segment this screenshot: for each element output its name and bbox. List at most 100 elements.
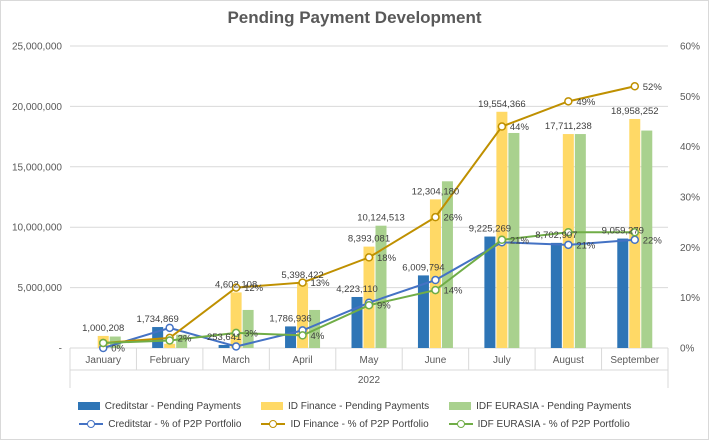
- y-right-tick-label: 50%: [680, 92, 700, 103]
- line-point: [364, 300, 374, 310]
- bar-data-label: 1,786,936: [269, 313, 311, 324]
- y-right-tick-label: 20%: [680, 243, 700, 254]
- bar-data-label: 8,393,081: [348, 234, 390, 245]
- bar: [375, 225, 387, 348]
- line-point: [564, 227, 573, 237]
- line-data-label: 26%: [443, 213, 463, 224]
- legend-line-swatch: [261, 419, 286, 429]
- bar-data-label: 17,711,238: [545, 121, 592, 132]
- legend-row: Creditstar - Pending Payments ID Finance …: [0, 397, 709, 415]
- y-left-tick-label: 25,000,000: [12, 42, 62, 53]
- bar: [617, 238, 629, 348]
- x-tick-label: May: [360, 355, 379, 366]
- bar: [164, 343, 176, 348]
- bar: [496, 111, 508, 348]
- x-tick-label: September: [610, 355, 660, 366]
- line-point: [298, 278, 307, 287]
- legend-item: IDF EURASIA - Pending Payments: [449, 401, 631, 412]
- bar: [363, 246, 375, 348]
- line-point: [431, 212, 440, 222]
- bar-data-label: 1,734,869: [137, 314, 179, 325]
- chart-title: Pending Payment Development: [227, 8, 482, 27]
- bar: [230, 292, 242, 348]
- y-left-tick-label: 20,000,000: [12, 102, 62, 113]
- legend-row: Creditstar - % of P2P Portfolio ID Financ…: [0, 415, 709, 433]
- line-point: [564, 97, 573, 106]
- line-point: [231, 328, 241, 338]
- line-point: [497, 122, 507, 131]
- y-right-tick-label: 30%: [680, 193, 700, 204]
- line-point: [231, 283, 241, 292]
- legend-label: IDF EURASIA - Pending Payments: [476, 400, 632, 412]
- line-point: [165, 323, 174, 333]
- x-tick-label: February: [150, 355, 190, 366]
- line-data-label: 14%: [443, 286, 463, 297]
- line-point: [564, 240, 573, 250]
- line-point: [497, 235, 507, 245]
- bar: [176, 334, 188, 348]
- line-data-label: 49%: [576, 97, 596, 108]
- bar: [351, 296, 363, 348]
- line-data-label: 2%: [178, 333, 192, 344]
- legend-label: ID Finance - Pending Payments: [287, 400, 430, 412]
- bar-data-label: 19,554,366: [478, 99, 526, 110]
- line-data-label: 13%: [311, 278, 331, 289]
- legend-item: ID Finance - Pending Payments: [260, 400, 430, 412]
- legend-label: IDF EURASIA - % of P2P Portfolio: [477, 418, 630, 430]
- y-left-tick-label: 15,000,000: [12, 162, 62, 173]
- line-data-label: 4%: [311, 331, 325, 342]
- legend-label: Creditstar - % of P2P Portfolio: [108, 418, 242, 430]
- bar-data-label: 253,641: [207, 332, 241, 343]
- y-right-tick-label: 40%: [680, 142, 700, 153]
- line-data-label: 21%: [576, 240, 596, 251]
- x-tick-label: June: [425, 355, 447, 366]
- bar: [152, 327, 164, 348]
- line-data-label: 21%: [510, 235, 530, 246]
- bar-data-label: 4,223,110: [336, 284, 378, 295]
- bar-data-label: 18,958,252: [611, 106, 659, 117]
- bar-data-label: 1,000,208: [82, 323, 124, 334]
- x-tick-label: July: [493, 355, 511, 366]
- y-left-tick-label: 10,000,000: [12, 223, 62, 234]
- line-data-label: 52%: [643, 82, 663, 93]
- bar-data-label: 12,304,180: [412, 186, 460, 197]
- line-point: [630, 227, 640, 237]
- bar-data-label: 5,398,422: [281, 270, 323, 281]
- bar: [297, 282, 309, 348]
- x-tick-label: August: [553, 355, 584, 366]
- x-tick-label: January: [85, 355, 121, 366]
- bar: [242, 309, 254, 348]
- y-left-tick-label: -: [59, 344, 62, 355]
- line-point: [630, 82, 640, 91]
- y-left-tick-label: 5,000,000: [18, 283, 63, 294]
- line-point: [431, 275, 440, 285]
- legend-item: Creditstar - % of P2P Portfolio: [79, 419, 241, 430]
- legend: Creditstar - Pending Payments ID Finance …: [0, 397, 709, 433]
- line-data-label: 0%: [111, 344, 125, 355]
- bar: [484, 236, 496, 348]
- line-data-label: 12%: [244, 283, 264, 294]
- bar: [550, 242, 562, 348]
- bar: [508, 132, 520, 348]
- line-point: [98, 338, 108, 348]
- bar: [641, 130, 653, 348]
- line-point: [364, 253, 374, 262]
- bar: [417, 275, 429, 348]
- bar-data-label: 9,225,269: [469, 224, 511, 235]
- legend-item: IDF EURASIA - % of P2P Portfolio: [448, 418, 630, 430]
- bar: [218, 344, 230, 348]
- bar: [574, 134, 586, 348]
- bar-data-label: 9,059,279: [602, 226, 644, 237]
- line-data-label: 18%: [377, 253, 397, 264]
- line-data-label: 3%: [244, 328, 258, 339]
- y-right-tick-label: 60%: [680, 42, 700, 53]
- legend-bar-swatch: [260, 402, 283, 410]
- y-right-tick-label: 0%: [680, 344, 695, 355]
- legend-item: Creditstar - Pending Payments: [77, 400, 241, 412]
- bar-data-label: 4,602,108: [215, 279, 257, 290]
- line-data-label: 44%: [510, 122, 530, 133]
- y-right-tick-label: 10%: [680, 293, 700, 304]
- bar: [441, 181, 453, 348]
- legend-label: Creditstar - Pending Payments: [104, 400, 241, 412]
